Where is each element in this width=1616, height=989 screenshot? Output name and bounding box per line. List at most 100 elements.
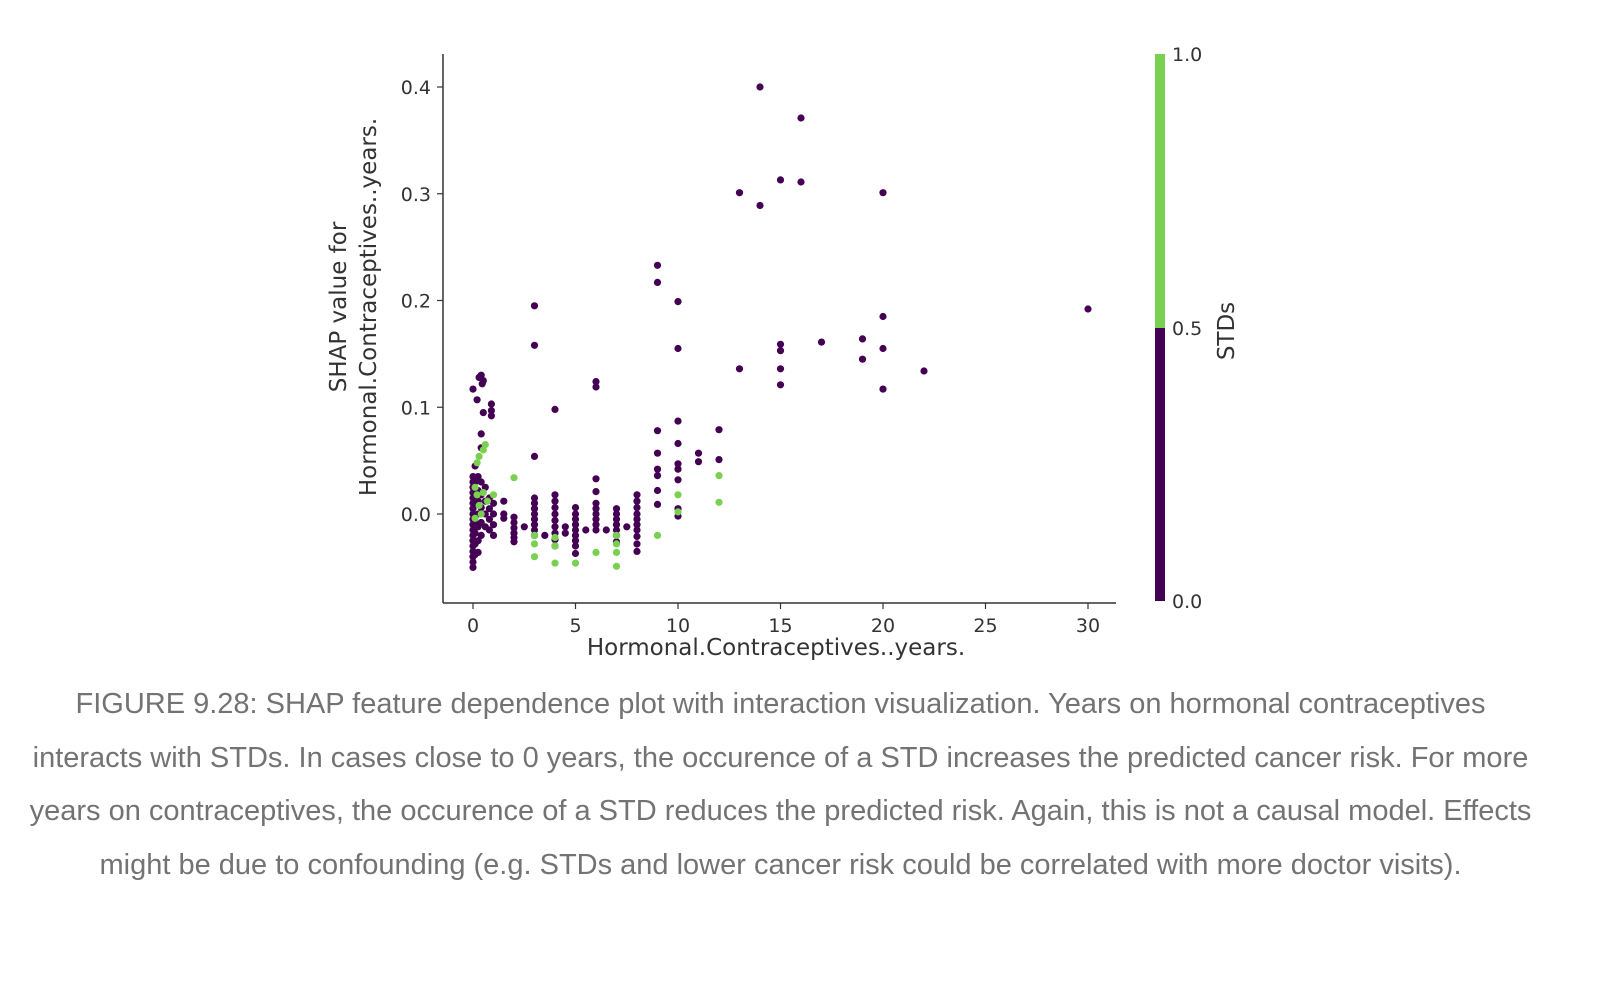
scatter-point-std-low: [571, 521, 580, 529]
scatter-point-std-low: [602, 526, 610, 534]
scatter-point-std-low: [756, 201, 764, 210]
scatter-point-std-low: [477, 430, 485, 438]
scatter-point-std-low: [477, 531, 485, 540]
scatter-point-std-low: [612, 526, 621, 534]
scatter-point-std-high: [715, 498, 723, 506]
scatter-point-std-low: [500, 497, 508, 505]
x-tick-label: 0: [467, 615, 479, 637]
scatter-point-std-low: [592, 510, 600, 518]
scatter-point-std-low: [592, 488, 600, 496]
scatter-point-std-low: [633, 547, 641, 556]
scatter-point-std-low: [571, 531, 580, 540]
scatter-point-std-low: [530, 526, 539, 534]
scatter-point-std-low: [674, 439, 682, 448]
scatter-point-std-high: [674, 491, 682, 499]
scatter-point-std-low: [530, 494, 539, 502]
scatter-point-std-low: [633, 526, 641, 534]
scatter-point-std-low: [653, 278, 662, 286]
scatter-point-std-low: [551, 523, 559, 531]
scatter-point-std-low: [776, 340, 785, 348]
scatter-point-std-low: [612, 510, 621, 518]
figure-caption: FIGURE 9.28: SHAP feature dependence plo…: [29, 688, 1532, 881]
scatter-point-std-high: [592, 548, 600, 557]
scatter-point-std-low: [478, 380, 486, 388]
y-axis-label-line2: Hormonal.Contraceptives..years.: [356, 118, 382, 496]
scatter-point-std-low: [474, 537, 482, 545]
scatter-point-std-low: [776, 365, 785, 373]
scatter-point-std-low: [520, 523, 528, 531]
scatter-point-std-low: [485, 505, 493, 513]
y-tick-label: 0.4: [401, 77, 431, 99]
scatter-point-std-low: [715, 456, 723, 464]
scatter-point-std-low: [510, 518, 518, 527]
scatter-point-std-low: [756, 83, 764, 91]
scatter-point-std-low: [674, 417, 682, 425]
scatter-point-std-low: [858, 335, 867, 343]
scatter-point-std-low: [633, 521, 641, 529]
scatter-point-std-high: [479, 489, 487, 497]
scatter-point-std-low: [471, 529, 479, 537]
scatter-point-std-low: [653, 486, 662, 495]
scatter-point-std-high: [481, 441, 489, 449]
colorbar-tick-0: 0.0: [1172, 591, 1202, 613]
scatter-point-std-low: [571, 510, 580, 518]
scatter-point-std-low: [530, 499, 539, 507]
scatter-point-std-low: [469, 505, 477, 513]
scatter-point-std-low: [487, 412, 495, 420]
scatter-point-std-low: [653, 472, 662, 480]
scatter-point-std-low: [530, 341, 539, 349]
colorbar-low-segment: [1155, 328, 1165, 601]
scatter-point-std-high: [612, 562, 621, 570]
scatter-point-std-low: [623, 523, 631, 531]
scatter-point-std-low: [633, 515, 641, 523]
scatter-point-std-low: [776, 176, 785, 184]
scatter-point-std-low: [487, 400, 495, 408]
scatter-point-std-low: [592, 383, 600, 391]
scatter-point-std-low: [473, 396, 481, 404]
colorbar-tick-1: 1.0: [1172, 44, 1202, 66]
scatter-point-std-high: [471, 483, 479, 491]
scatter-point-std-low: [592, 378, 600, 386]
scatter-point-std-low: [571, 504, 580, 512]
scatter-point-std-low: [571, 526, 580, 534]
scatter-point-std-low: [879, 189, 887, 197]
scatter-point-std-low: [471, 478, 479, 486]
y-tick-label: 0.1: [401, 397, 431, 419]
colorbar-high-segment: [1155, 54, 1165, 328]
scatter-point-std-low: [510, 538, 518, 546]
scatter-point-std-high: [510, 474, 518, 482]
scatter-point-std-low: [879, 312, 887, 321]
scatter-point-std-low: [489, 531, 498, 540]
scatter-point-std-high: [674, 508, 682, 516]
scatter-point-std-high: [612, 540, 621, 548]
scatter-point-std-low: [477, 478, 485, 486]
colorbar-label: STDs: [1214, 302, 1240, 360]
scatter-point-std-low: [530, 302, 539, 310]
scatter-point-std-low: [674, 465, 682, 473]
scatter-point-std-low: [530, 521, 539, 529]
scatter-point-std-low: [510, 513, 518, 521]
scatter-point-std-high: [473, 459, 481, 467]
scatter-point-std-low: [653, 465, 662, 473]
y-axis-label-line1: SHAP value for: [326, 221, 352, 392]
scatter-point-std-high: [715, 472, 723, 480]
scatter-point-std-low: [469, 558, 477, 566]
scatter-point-std-low: [694, 458, 703, 466]
scatter-point-std-low: [541, 531, 549, 540]
scatter-point-std-high: [551, 542, 559, 550]
scatter-point-std-low: [735, 365, 744, 373]
scatter-point-std-high: [475, 452, 483, 460]
scatter-point-std-low: [592, 515, 600, 523]
scatter-point-std-low: [592, 499, 600, 507]
scatter-point-std-low: [530, 510, 539, 518]
x-tick-label: 25: [973, 615, 997, 637]
scatter-point-std-high: [551, 533, 559, 542]
scatter-point-std-high: [530, 540, 539, 548]
x-tick-label: 30: [1076, 615, 1100, 637]
scatter-point-std-low: [500, 514, 508, 522]
scatter-point-std-low: [694, 449, 703, 457]
colorbar-tick-05: 0.5: [1172, 318, 1202, 340]
chart-axes: 0 5 10 15 20 25 30 0.0 0.1 0.2 0.3 0.4: [401, 54, 1116, 637]
scatter-point-std-low: [530, 505, 539, 513]
